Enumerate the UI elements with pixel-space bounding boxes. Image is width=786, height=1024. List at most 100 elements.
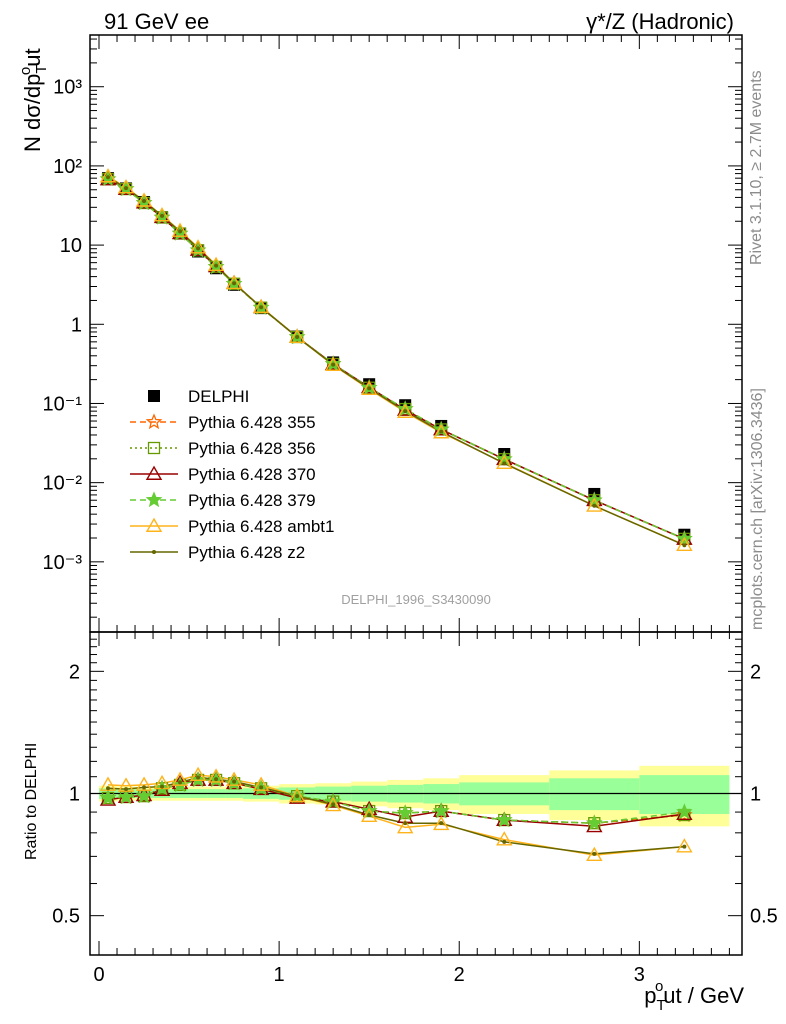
main-point-z2 bbox=[232, 281, 237, 286]
x-tick-label: 0 bbox=[93, 964, 104, 986]
ratio-point-z2 bbox=[403, 821, 408, 826]
legend-marker-ambt1 bbox=[145, 517, 163, 532]
ratio-point-ambt1 bbox=[171, 771, 189, 786]
ratio-point-z2 bbox=[367, 813, 372, 818]
ratio-point-s379 bbox=[433, 802, 450, 819]
main-ylabel-sub: T bbox=[33, 65, 50, 74]
mcplots-label: mcplots.cern.ch [arXiv:1306.3436] bbox=[749, 388, 766, 630]
y-tick-label: 10⁻¹ bbox=[43, 393, 83, 415]
main-point-z2 bbox=[259, 305, 264, 310]
main-point-z2 bbox=[403, 409, 408, 414]
legend-label-s370: Pythia 6.428 370 bbox=[188, 465, 316, 484]
main-point-z2 bbox=[592, 503, 597, 508]
ratio-line-s379 bbox=[107, 779, 685, 824]
legend-label-s356: Pythia 6.428 356 bbox=[188, 439, 316, 458]
main-point-ambt1 bbox=[252, 298, 270, 314]
main-point-ambt1 bbox=[99, 168, 117, 183]
ratio-point-s379 bbox=[135, 787, 153, 804]
main-point-ambt1 bbox=[396, 403, 414, 418]
y-tick-label-right: 1 bbox=[750, 784, 761, 806]
legend-label-z2: Pythia 6.428 z2 bbox=[188, 543, 305, 562]
legend-marker-s370 bbox=[145, 465, 163, 480]
main-point-ambt1 bbox=[496, 454, 513, 469]
ratio-point-z2 bbox=[502, 839, 507, 844]
ratio-point-z2 bbox=[214, 777, 219, 782]
main-point-ambt1 bbox=[117, 179, 135, 194]
ratio-point-s379 bbox=[99, 789, 117, 805]
main-point-z2 bbox=[439, 429, 444, 434]
main-point-ambt1 bbox=[135, 192, 153, 207]
legend-marker-s379 bbox=[145, 491, 163, 508]
main-panel: 10⁻³ 10⁻² 10⁻¹ 1 10 10² 10³ bbox=[43, 34, 743, 633]
legend-marker-z2 bbox=[152, 550, 156, 554]
legend-marker-s356 bbox=[147, 441, 161, 455]
legend-label-s379: Pythia 6.428 379 bbox=[188, 491, 316, 510]
main-point-z2 bbox=[106, 175, 111, 180]
x-tick-label: 3 bbox=[634, 964, 645, 986]
ratio-point-z2 bbox=[439, 821, 444, 826]
main-point-z2 bbox=[196, 246, 201, 251]
main-point-ambt1 bbox=[153, 207, 171, 222]
main-point-z2 bbox=[295, 335, 300, 340]
ratio-point-ambt1 bbox=[225, 771, 243, 786]
analysis-id: DELPHI_1996_S3430090 bbox=[341, 592, 491, 607]
main-point-ambt1 bbox=[433, 424, 450, 439]
ratio-band-inner bbox=[549, 778, 640, 811]
y-tick-label-right: 0.5 bbox=[750, 906, 778, 928]
main-ylabel-base: N dσ/dp bbox=[20, 74, 45, 152]
ratio-point-ambt1 bbox=[324, 796, 342, 812]
ratio-point-z2 bbox=[592, 851, 597, 856]
xlabel-base: p bbox=[644, 983, 656, 1008]
y-tick-label: 10⁻³ bbox=[43, 552, 83, 574]
ratio-point-s379 bbox=[496, 811, 513, 828]
ratio-point-z2 bbox=[124, 787, 129, 792]
xlabel-end: ut / GeV bbox=[663, 983, 744, 1008]
y-tick-label: 0.5 bbox=[52, 906, 80, 928]
main-point-z2 bbox=[367, 386, 372, 391]
legend-marker-s355 bbox=[145, 413, 163, 430]
x-tick-label: 2 bbox=[454, 964, 465, 986]
main-point-ambt1 bbox=[586, 497, 603, 512]
rivet-label: Rivet 3.1.10, ≥ 2.7M events bbox=[748, 70, 765, 265]
ratio-point-z2 bbox=[196, 775, 201, 780]
ratio-point-z2 bbox=[331, 802, 336, 807]
x-tick-label: 1 bbox=[274, 964, 285, 986]
main-line-s355 bbox=[107, 178, 685, 540]
main-point-ambt1 bbox=[288, 328, 306, 343]
ratio-point-ambt1 bbox=[433, 815, 450, 831]
legend-label-data: DELPHI bbox=[188, 387, 249, 406]
ratio-panel: 0 1 2 3 0.5 0.5 1 1 2 2 bbox=[52, 631, 778, 986]
ratio-point-ambt1 bbox=[207, 768, 225, 783]
main-point-z2 bbox=[124, 186, 129, 191]
ratio-point-s379 bbox=[396, 804, 414, 821]
ratio-point-ambt1 bbox=[252, 776, 270, 791]
main-point-z2 bbox=[331, 362, 336, 367]
ratio-point-z2 bbox=[178, 780, 183, 785]
ratio-point-ambt1 bbox=[360, 807, 378, 822]
ratio-point-z2 bbox=[106, 786, 111, 791]
main-point-z2 bbox=[178, 229, 183, 234]
legend: DELPHI Pythia 6.428 355 Pythia 6.428 356 Py… bbox=[130, 387, 334, 562]
header-right-label: γ*/Z (Hadronic) bbox=[586, 9, 734, 34]
main-point-ambt1 bbox=[189, 239, 207, 254]
y-tick-label: 1 bbox=[71, 314, 82, 336]
ratio-point-ambt1 bbox=[288, 787, 306, 803]
ratio-point-ambt1 bbox=[396, 818, 414, 834]
main-point-ambt1 bbox=[207, 256, 225, 271]
y-tick-label: 10 bbox=[60, 235, 82, 257]
header-left-label: 91 GeV ee bbox=[104, 9, 209, 34]
y-tick-label: 1 bbox=[69, 784, 80, 806]
main-ylabel-end: ut bbox=[20, 48, 45, 66]
ratio-point-z2 bbox=[682, 844, 687, 849]
main-point-z2 bbox=[502, 461, 507, 466]
ratio-point-z2 bbox=[160, 784, 165, 789]
ratio-point-s379 bbox=[117, 788, 135, 805]
legend-marker-data bbox=[148, 390, 160, 402]
main-point-ambt1 bbox=[360, 380, 378, 396]
ratio-point-z2 bbox=[142, 785, 147, 790]
main-point-z2 bbox=[142, 199, 147, 204]
main-point-ambt1 bbox=[324, 356, 342, 371]
ratio-point-s379 bbox=[586, 814, 603, 831]
main-point-ambt1 bbox=[225, 274, 243, 290]
